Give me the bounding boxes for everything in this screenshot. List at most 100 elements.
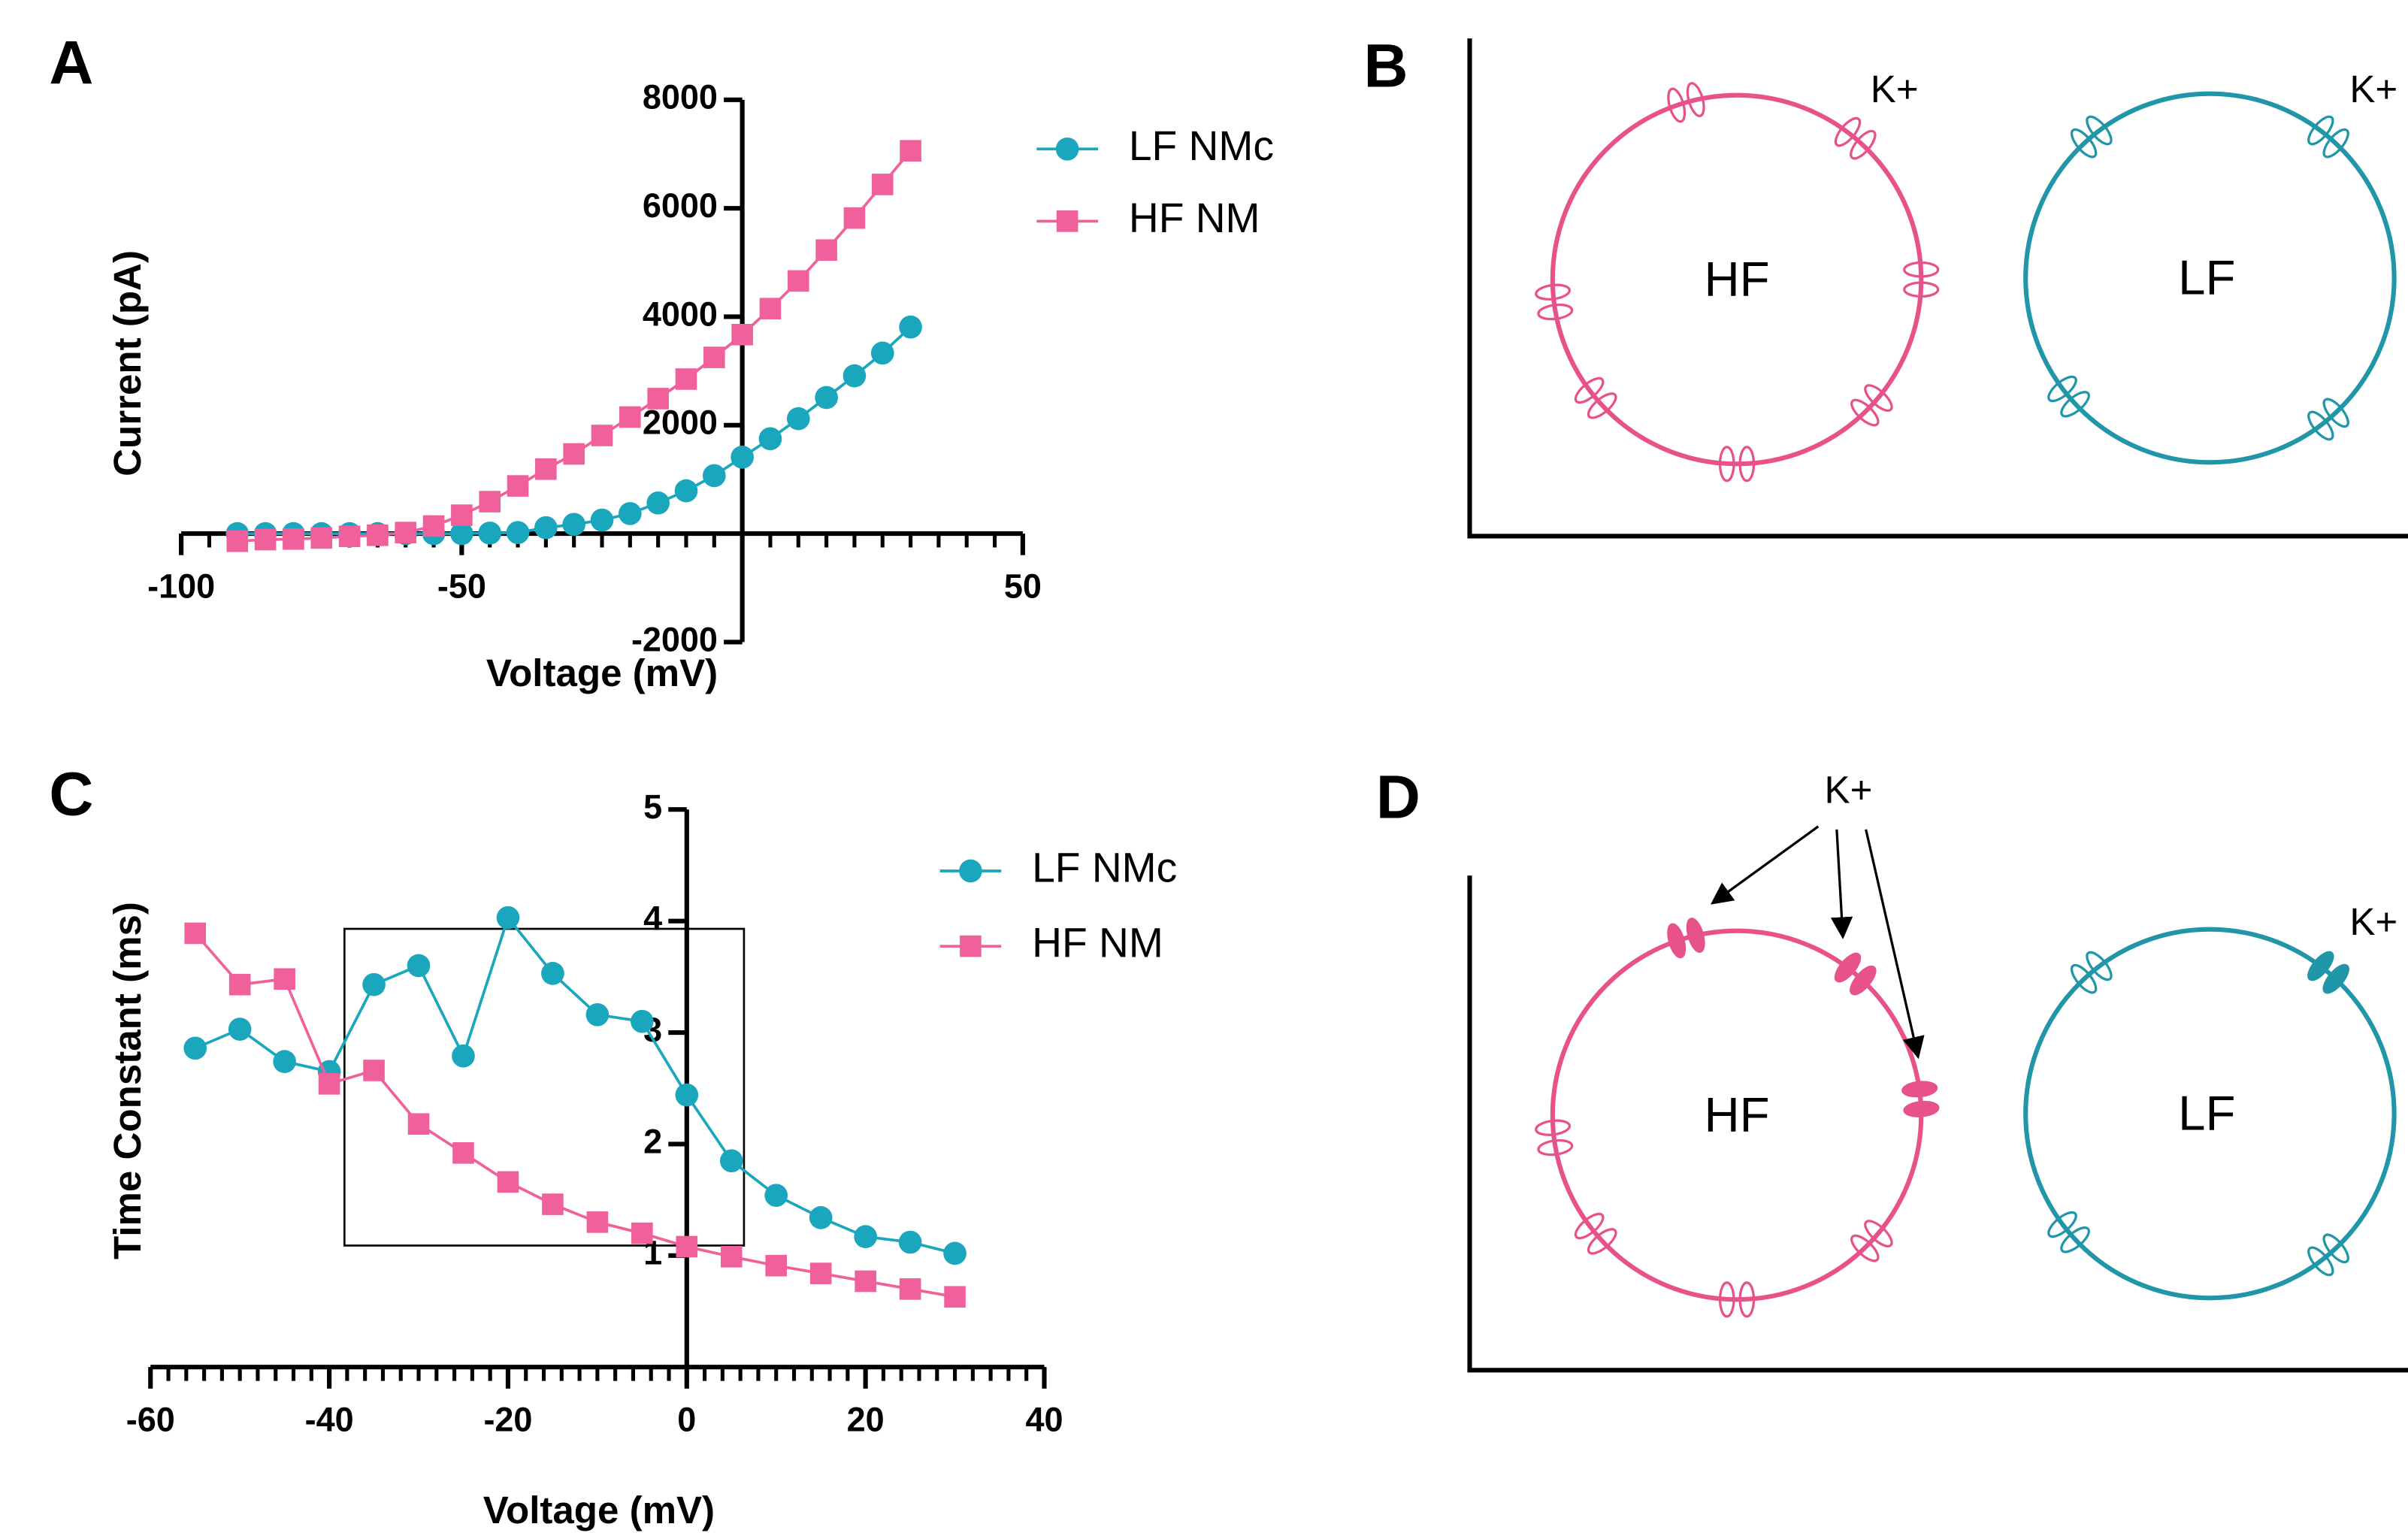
- data-point: [562, 513, 585, 537]
- channel-subunit: [2322, 128, 2349, 159]
- legend-label: LF NMc: [1032, 845, 1177, 891]
- data-point: [646, 491, 670, 515]
- channel-subunit: [2307, 410, 2334, 441]
- data-point: [318, 1072, 340, 1095]
- channel-subunit: [1537, 1138, 1574, 1157]
- channel-subunit: [1834, 116, 1862, 147]
- ion-channel: [1574, 1212, 1617, 1255]
- data-point: [631, 1222, 653, 1244]
- channel-subunit: [1864, 384, 1893, 412]
- channel-subunit: [1535, 1119, 1572, 1136]
- cell-membrane: [1550, 92, 1924, 467]
- channel-subunit: [2047, 1211, 2077, 1238]
- legend-marker: [960, 935, 982, 957]
- series-line: [237, 150, 912, 543]
- channel-subunit: [1864, 1220, 1893, 1247]
- channel-subunit: [1535, 283, 1572, 301]
- cell-label: LF: [2178, 249, 2235, 304]
- channel-subunit: [2307, 1246, 2334, 1277]
- panel-label: D: [1376, 763, 1420, 832]
- ion-channel: [1718, 446, 1756, 482]
- ion-channel: [2047, 375, 2090, 418]
- channel-subunit: [1850, 965, 1877, 996]
- ion-channel: [2047, 1211, 2090, 1253]
- y-axis-title: Time Constant (ms): [106, 902, 149, 1259]
- ion-channel: [1903, 261, 1940, 298]
- legend-marker: [1056, 210, 1078, 232]
- channel-subunit: [1686, 82, 1705, 117]
- data-point: [731, 446, 754, 469]
- data-point: [586, 1211, 609, 1233]
- channel-subunit: [1718, 1281, 1735, 1318]
- data-point: [226, 530, 249, 552]
- data-point: [759, 298, 782, 319]
- x-tick-label: 50: [1004, 567, 1042, 606]
- channel-subunit: [2322, 963, 2349, 994]
- highlight-box: [343, 927, 746, 1247]
- data-point: [703, 346, 725, 368]
- ion-channel: [1535, 283, 1574, 321]
- ion-channel: [1850, 384, 1893, 427]
- data-point: [590, 508, 614, 532]
- x-axis-title: Voltage (mV): [486, 652, 718, 694]
- panel-label: A: [49, 29, 93, 98]
- data-point: [591, 425, 613, 446]
- legend-label: HF NM: [1129, 195, 1260, 241]
- y-tick-label: 8000: [643, 78, 718, 116]
- ion-label: K+: [1871, 68, 1919, 110]
- data-point: [273, 1050, 296, 1073]
- data-point: [452, 1044, 475, 1068]
- data-point: [787, 270, 809, 292]
- channel-subunit: [2070, 963, 2098, 994]
- data-point: [451, 504, 473, 526]
- data-point: [765, 1254, 788, 1277]
- data-point: [899, 315, 922, 339]
- data-point: [899, 1278, 921, 1300]
- data-point: [310, 527, 333, 549]
- data-point: [854, 1225, 877, 1248]
- ion-channel: [2307, 1233, 2349, 1277]
- arrow: [1710, 825, 1820, 905]
- channel-subunit: [1686, 918, 1705, 953]
- x-tick-label: -40: [305, 1401, 354, 1439]
- data-point: [619, 406, 641, 428]
- ion-channel: [1667, 82, 1705, 123]
- data-point: [676, 1235, 698, 1258]
- channel-subunit: [2086, 115, 2113, 146]
- data-point: [563, 443, 585, 465]
- ion-channel: [1718, 1281, 1756, 1318]
- data-point: [542, 1193, 564, 1215]
- data-point: [731, 323, 753, 346]
- data-point: [719, 1149, 743, 1173]
- data-point: [395, 522, 417, 543]
- channel-subunit: [2307, 115, 2334, 146]
- arrow: [1830, 829, 1853, 939]
- data-point: [870, 341, 894, 365]
- channel-subunit: [1574, 1212, 1605, 1240]
- channel-subunit: [1738, 446, 1756, 482]
- channel-subunit: [1903, 281, 1940, 298]
- data-point: [228, 1017, 252, 1041]
- channel-subunit: [1850, 129, 1877, 160]
- channel-subunit: [1738, 1281, 1756, 1318]
- cell-label: HF: [1704, 251, 1769, 306]
- data-point: [407, 954, 431, 978]
- data-point: [871, 174, 894, 195]
- arrow: [1865, 829, 1925, 1060]
- x-tick-label: -20: [483, 1401, 532, 1439]
- data-point: [183, 1036, 207, 1060]
- channel-subunit: [2060, 1226, 2090, 1253]
- data-point: [367, 524, 389, 546]
- data-point: [647, 388, 669, 410]
- cell-label: LF: [2178, 1085, 2235, 1140]
- x-tick-label: -100: [147, 567, 215, 606]
- data-point: [809, 1206, 833, 1229]
- data-point: [506, 521, 530, 545]
- channel-subunit: [1574, 376, 1605, 404]
- data-point: [900, 140, 921, 162]
- data-point: [338, 525, 361, 548]
- data-point: [674, 479, 698, 503]
- channel-subunit: [1903, 1100, 1940, 1117]
- data-point: [631, 1009, 654, 1033]
